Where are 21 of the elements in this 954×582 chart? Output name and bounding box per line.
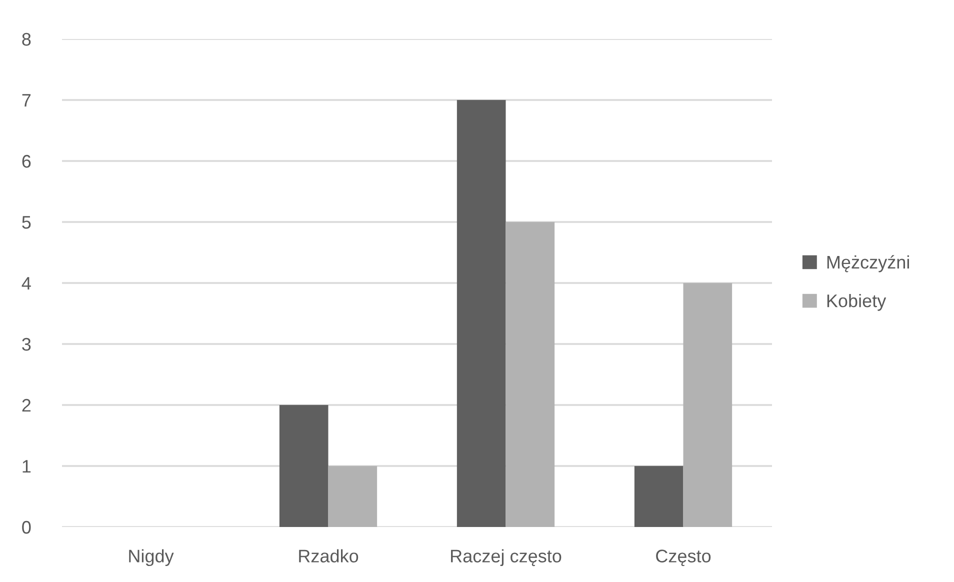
y-tick-label: 4 <box>22 277 31 290</box>
y-tick-label: 0 <box>22 520 31 534</box>
legend-label: Kobiety <box>827 294 886 311</box>
bar <box>683 283 732 527</box>
bar <box>279 405 328 527</box>
bar <box>506 222 555 527</box>
x-tick-label: Rzadko <box>299 549 358 562</box>
bar <box>634 466 684 527</box>
y-tick-label: 2 <box>22 398 31 412</box>
bar <box>456 100 506 527</box>
x-tick-label: Często <box>656 550 711 566</box>
y-tick-label: 3 <box>22 338 31 351</box>
y-tick-label: 6 <box>22 154 31 168</box>
x-tick-label: Nigdy <box>129 549 174 566</box>
y-tick-label: 1 <box>22 460 31 473</box>
y-tick-label: 5 <box>22 216 31 229</box>
bar <box>328 466 378 527</box>
x-tick-label: Raczej często <box>451 549 562 566</box>
y-tick-label: 8 <box>22 32 31 46</box>
y-tick-label: 7 <box>22 94 31 107</box>
legend-label: Mężczyźni <box>827 255 909 272</box>
